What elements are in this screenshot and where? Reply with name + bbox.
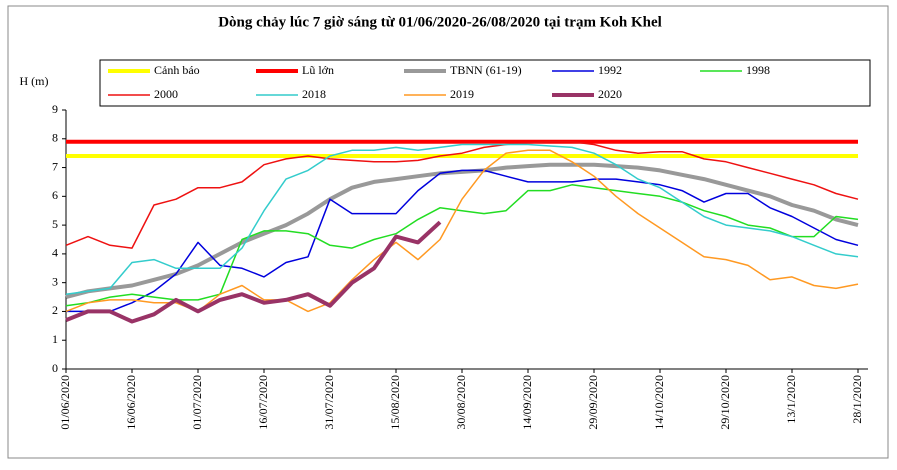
x-tick-label: 01/06/2020 — [58, 375, 72, 430]
series-line — [66, 169, 859, 313]
x-tick-label: 31/07/2020 — [322, 375, 336, 430]
y-tick-label: 2 — [52, 303, 58, 317]
series-line — [65, 162, 859, 300]
y-tick-label: 1 — [52, 332, 58, 346]
x-tick-label: 13/1/2020 — [784, 375, 798, 424]
y-tick-label: 0 — [52, 361, 58, 375]
chart-title: Dòng chảy lúc 7 giờ sáng từ 01/06/2020-2… — [218, 14, 662, 30]
y-tick-label: 5 — [52, 217, 58, 231]
y-tick-label: 9 — [52, 102, 58, 116]
x-tick-label: 16/06/2020 — [124, 375, 138, 430]
series-line — [65, 184, 859, 307]
y-tick-label: 4 — [52, 246, 58, 260]
x-tick-label: 29/09/2020 — [586, 375, 600, 430]
legend-label: TBNN (61-19) — [450, 63, 522, 77]
series-line — [65, 220, 442, 324]
legend-label: 1998 — [746, 63, 770, 77]
x-tick-label: 01/07/2020 — [190, 375, 204, 430]
y-axis-label: H (m) — [20, 74, 49, 88]
y-tick-label: 8 — [52, 131, 58, 145]
x-tick-label: 29/10/2020 — [718, 375, 732, 430]
series-line — [65, 143, 859, 295]
legend-label: 1992 — [598, 63, 622, 77]
x-tick-label: 28/1/2020 — [850, 375, 864, 424]
y-tick-label: 6 — [52, 188, 58, 202]
y-tick-label: 3 — [52, 274, 58, 288]
legend-label: Lũ lớn — [302, 63, 334, 77]
legend-label: 2018 — [302, 87, 326, 101]
series-line — [65, 140, 859, 249]
legend-label: 2019 — [450, 87, 474, 101]
y-tick-label: 7 — [52, 159, 58, 173]
x-tick-label: 14/10/2020 — [652, 375, 666, 430]
legend-label: 2000 — [154, 87, 178, 101]
x-tick-label: 15/08/2020 — [388, 375, 402, 430]
legend — [99, 59, 871, 107]
legend-label: 2020 — [598, 87, 622, 101]
legend-label: Cảnh báo — [154, 63, 200, 77]
x-tick-label: 14/09/2020 — [520, 375, 534, 430]
x-tick-label: 30/08/2020 — [454, 375, 468, 430]
x-tick-label: 16/07/2020 — [256, 375, 270, 430]
